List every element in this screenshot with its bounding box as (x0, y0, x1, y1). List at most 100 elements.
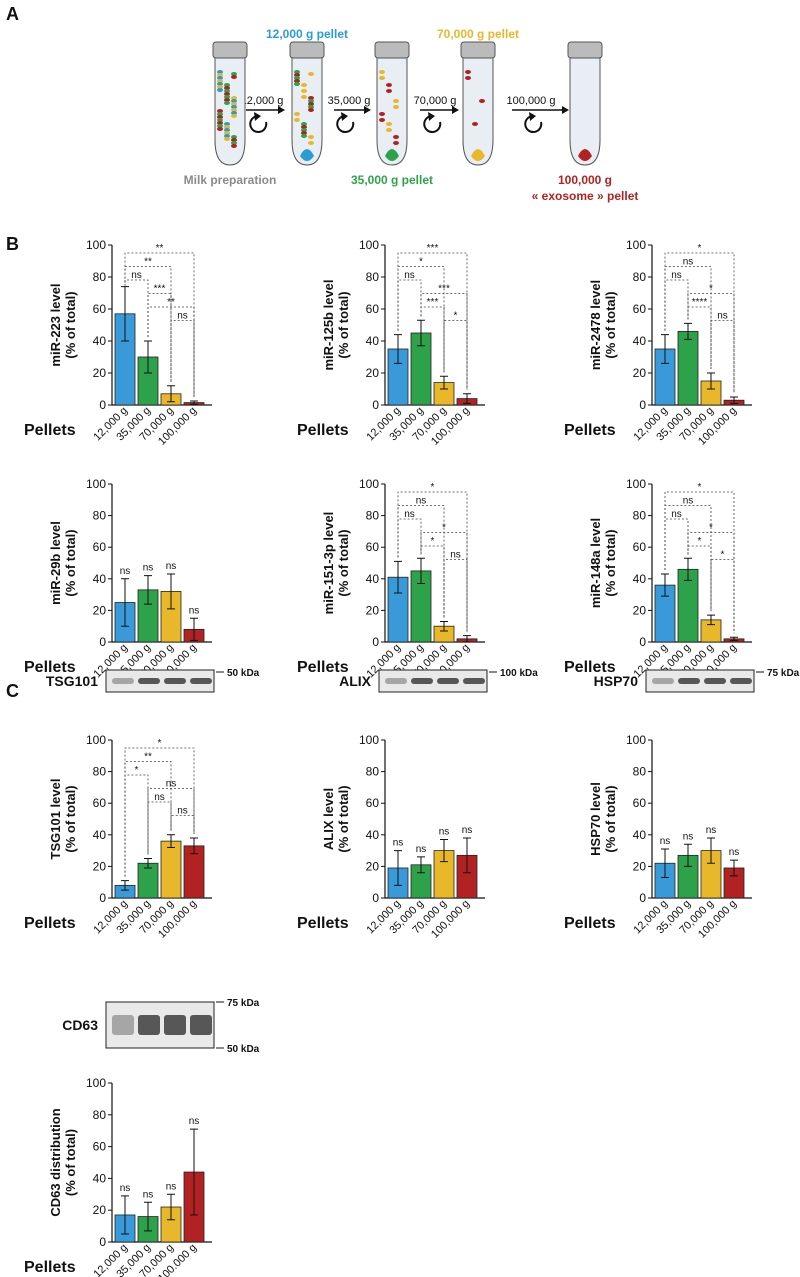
chart: 0 20 40 60 80 100 miR-2478 level (% of total) Pe… (564, 238, 752, 448)
significance-bracket (147, 306, 195, 397)
pellet (471, 149, 485, 161)
significance-label: * (698, 243, 702, 254)
significance-label: ns (120, 1183, 131, 1194)
x-axis-label: Pellets (24, 1259, 76, 1276)
y-tick-label: 40 (366, 828, 380, 842)
y-tick-label: 0 (639, 891, 646, 905)
significance-label: ns (143, 563, 154, 574)
particle (308, 72, 314, 76)
y-axis-label: TSG101 level (48, 779, 63, 860)
y-tick-label: 0 (372, 635, 379, 649)
error-bar (730, 859, 738, 877)
y-tick-label: 80 (93, 765, 107, 779)
significance-bracket (170, 320, 195, 397)
particle (224, 125, 230, 129)
error-bar (417, 557, 425, 585)
blot-band (678, 678, 700, 684)
significance-bracket (124, 266, 172, 382)
y-tick-label: 60 (93, 1140, 107, 1154)
significance-label: * (709, 284, 713, 295)
y-tick-label: 60 (93, 540, 107, 554)
significance-label: ns (166, 779, 177, 790)
y-tick-label: 100 (86, 238, 106, 252)
speed-label: 70,000 g (414, 95, 457, 107)
y-axis-label: miR-151-3p level (321, 512, 336, 615)
significance-label: ns (120, 566, 131, 577)
significance-bracket (687, 545, 712, 612)
particle (224, 98, 230, 102)
y-tick-label: 40 (93, 1171, 107, 1185)
y-tick-label: 20 (366, 603, 380, 617)
y-tick-label: 0 (99, 891, 106, 905)
y-axis-label: miR-125b level (321, 279, 336, 370)
particle (301, 89, 307, 93)
blot-label: CD63 (62, 1017, 98, 1033)
significance-label: ns (177, 806, 188, 817)
particle (217, 79, 223, 83)
x-axis-label: Pellets (297, 422, 349, 439)
y-tick-label: 20 (93, 859, 107, 873)
particle (294, 79, 300, 83)
particle (308, 108, 314, 112)
particle (308, 141, 314, 145)
panel-label: A (6, 4, 19, 24)
error-bar (394, 850, 402, 886)
significance-bracket (397, 252, 468, 390)
y-tick-label: 40 (93, 828, 107, 842)
rotation-icon (249, 115, 268, 133)
particle (393, 141, 399, 145)
error-bar (394, 334, 402, 364)
bar (677, 330, 699, 406)
error-bar (394, 560, 402, 594)
chart: 0 20 40 60 80 100 TSG101 level (% of total) Pell… (24, 668, 260, 941)
blot-band (411, 678, 433, 684)
significance-bracket (687, 293, 735, 393)
panel-label: B (6, 234, 19, 254)
particle (231, 141, 237, 145)
particle (224, 89, 230, 93)
significance-label: ns (450, 550, 461, 561)
y-tick-label: 0 (639, 398, 646, 412)
particle (217, 73, 223, 77)
marker-label: 50 kDa (227, 1044, 260, 1055)
blot-band (190, 678, 212, 684)
y-tick-label: 100 (359, 477, 379, 491)
y-tick-label: 60 (93, 796, 107, 810)
y-tick-label: 100 (359, 238, 379, 252)
y-tick-label: 40 (93, 572, 107, 586)
blot-band (190, 1015, 212, 1035)
blot-band (138, 678, 160, 684)
y-tick-label: 100 (86, 1076, 106, 1090)
error-bar (730, 636, 738, 641)
marker-label: 75 kDa (227, 998, 260, 1009)
pellet-label: 12,000 g pellet (266, 27, 348, 41)
particle (217, 112, 223, 116)
significance-label: *** (154, 284, 166, 295)
particle (301, 95, 307, 99)
y-tick-label: 20 (633, 366, 647, 380)
significance-label: ns (189, 605, 200, 616)
significance-label: ns (439, 827, 450, 838)
significance-label: ** (144, 257, 152, 268)
particle (224, 92, 230, 96)
y-tick-label: 60 (93, 302, 107, 316)
error-bar (144, 1201, 152, 1232)
error-bar (144, 858, 152, 869)
blot-label: ALIX (339, 673, 372, 689)
y-tick-label: 80 (633, 765, 647, 779)
blot-band (730, 678, 752, 684)
blot-band (112, 678, 134, 684)
particle (217, 124, 223, 128)
particle (231, 105, 237, 109)
x-axis-label: Pellets (24, 659, 76, 676)
pellet-label: 100,000 g (558, 173, 612, 187)
particle (301, 125, 307, 129)
y-axis-label: CD63 distribution (48, 1108, 63, 1216)
significance-label: ns (671, 270, 682, 281)
y-tick-label: 20 (366, 366, 380, 380)
significance-label: ns (404, 270, 415, 281)
tube-cap (567, 41, 603, 59)
error-bar (417, 319, 425, 347)
pellet-label: 70,000 g pellet (437, 27, 519, 41)
